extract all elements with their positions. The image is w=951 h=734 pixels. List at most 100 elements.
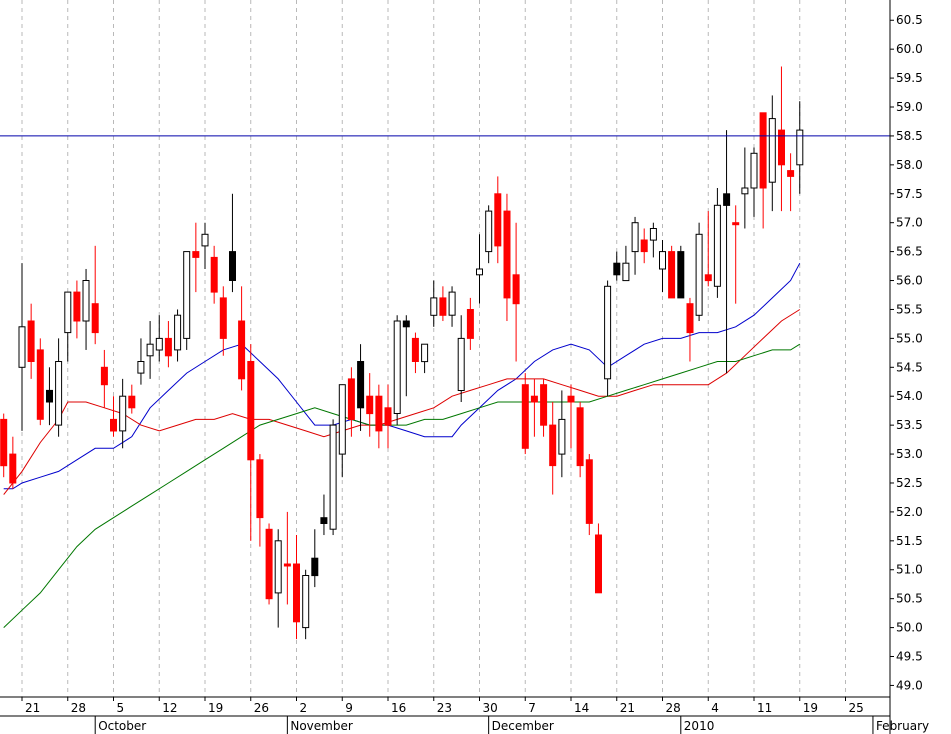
candle-body xyxy=(347,378,355,420)
y-tick-label: 59.0 xyxy=(896,100,923,114)
candle-body xyxy=(466,309,474,339)
candle-body xyxy=(732,222,740,226)
y-tick-label: 51.0 xyxy=(896,563,923,577)
candle-body xyxy=(0,418,8,467)
candle-body xyxy=(302,575,310,629)
y-tick-label: 49.5 xyxy=(896,650,923,664)
candle-body xyxy=(631,222,639,253)
candle-body xyxy=(174,314,182,351)
moving-average-ma_long xyxy=(3,343,801,628)
candle-body xyxy=(219,297,227,339)
candle-body xyxy=(183,251,191,339)
y-tick-label: 52.0 xyxy=(896,505,923,519)
y-tick-label: 51.5 xyxy=(896,534,923,548)
y-tick-label: 53.0 xyxy=(896,447,923,461)
candle-body xyxy=(649,228,657,241)
axis-layer: 49.0 49.5 50.0 50.5 51.0 51.5 52.0 52.5 53.0 53.5… xyxy=(0,0,929,734)
candle-body xyxy=(668,251,676,299)
candle-body xyxy=(36,349,44,420)
y-tick-label: 50.5 xyxy=(896,592,923,606)
candle-body xyxy=(338,384,346,455)
x-tick-label: 5 xyxy=(117,701,125,715)
candle-body xyxy=(311,557,319,577)
candle-body xyxy=(375,395,383,432)
candle-body xyxy=(283,563,291,567)
x-tick-label: 11 xyxy=(757,701,772,715)
candle-body xyxy=(457,337,465,391)
candle-body xyxy=(274,540,282,594)
candle-body xyxy=(9,453,17,484)
x-tick-label: 19 xyxy=(208,701,223,715)
y-tick-label: 57.0 xyxy=(896,216,923,230)
candle-body xyxy=(238,320,246,380)
candle-body xyxy=(229,251,236,282)
candle-body xyxy=(192,251,200,258)
candle-body xyxy=(137,361,145,374)
candle-body xyxy=(677,251,685,299)
candle-body xyxy=(549,424,557,467)
candle-body xyxy=(713,204,721,287)
candle-body xyxy=(55,361,63,426)
x-tick-label: 28 xyxy=(666,701,681,715)
candle-body xyxy=(73,291,81,322)
candle-body xyxy=(247,361,255,461)
candle-body xyxy=(64,291,72,334)
y-tick-label: 49.0 xyxy=(896,678,923,692)
candle-body xyxy=(512,274,520,305)
candle-body xyxy=(585,459,593,524)
candle-body xyxy=(100,366,108,386)
candle-body xyxy=(320,517,328,525)
candle-body xyxy=(604,285,612,380)
x-tick-label: 2 xyxy=(300,701,308,715)
x-tick-label: 4 xyxy=(711,701,719,715)
x-tick-label: 7 xyxy=(528,701,536,715)
candle-body xyxy=(540,384,548,426)
candle-body xyxy=(393,320,401,414)
y-tick-label: 56.0 xyxy=(896,274,923,288)
y-tick-label: 60.5 xyxy=(896,13,923,27)
candle-body xyxy=(357,361,365,409)
x-tick-label: 23 xyxy=(437,701,452,715)
y-tick-label: 59.5 xyxy=(896,71,923,85)
candle-body xyxy=(595,534,602,594)
x-tick-label: 25 xyxy=(849,701,864,715)
candle-body xyxy=(256,459,264,519)
candle-layer xyxy=(0,66,804,640)
candle-body xyxy=(164,337,172,357)
candle-body xyxy=(576,407,584,467)
month-label: 2010 xyxy=(684,719,715,733)
y-tick-label: 54.5 xyxy=(896,360,923,374)
candle-body xyxy=(265,528,273,600)
moving-average-ma_short xyxy=(3,262,801,490)
candle-body xyxy=(485,210,493,253)
candle-body xyxy=(704,274,712,282)
x-tick-label: 30 xyxy=(483,701,498,715)
y-tick-label: 50.0 xyxy=(896,621,923,635)
candle-body xyxy=(558,418,566,455)
y-tick-label: 56.5 xyxy=(896,245,923,259)
month-label: December xyxy=(492,719,554,733)
y-tick-label: 54.0 xyxy=(896,389,923,403)
candle-body xyxy=(503,210,511,299)
x-tick-label: 9 xyxy=(345,701,353,715)
candle-body xyxy=(430,297,438,316)
candle-body xyxy=(411,337,419,362)
x-tick-label: 28 xyxy=(71,701,86,715)
x-tick-label: 21 xyxy=(620,701,635,715)
candle-body xyxy=(530,395,538,403)
candle-body xyxy=(293,563,300,623)
y-tick-label: 58.5 xyxy=(896,129,923,143)
candle-body xyxy=(210,256,218,293)
candle-body xyxy=(695,233,703,316)
candle-body xyxy=(686,303,694,334)
candle-body xyxy=(659,251,666,270)
candle-body xyxy=(796,129,804,166)
y-tick-label: 60.0 xyxy=(896,42,923,56)
candle-body xyxy=(119,395,127,432)
candle-body xyxy=(494,193,502,247)
x-tick-label: 19 xyxy=(803,701,818,715)
month-label: February xyxy=(876,719,929,733)
month-label: November xyxy=(290,719,352,733)
